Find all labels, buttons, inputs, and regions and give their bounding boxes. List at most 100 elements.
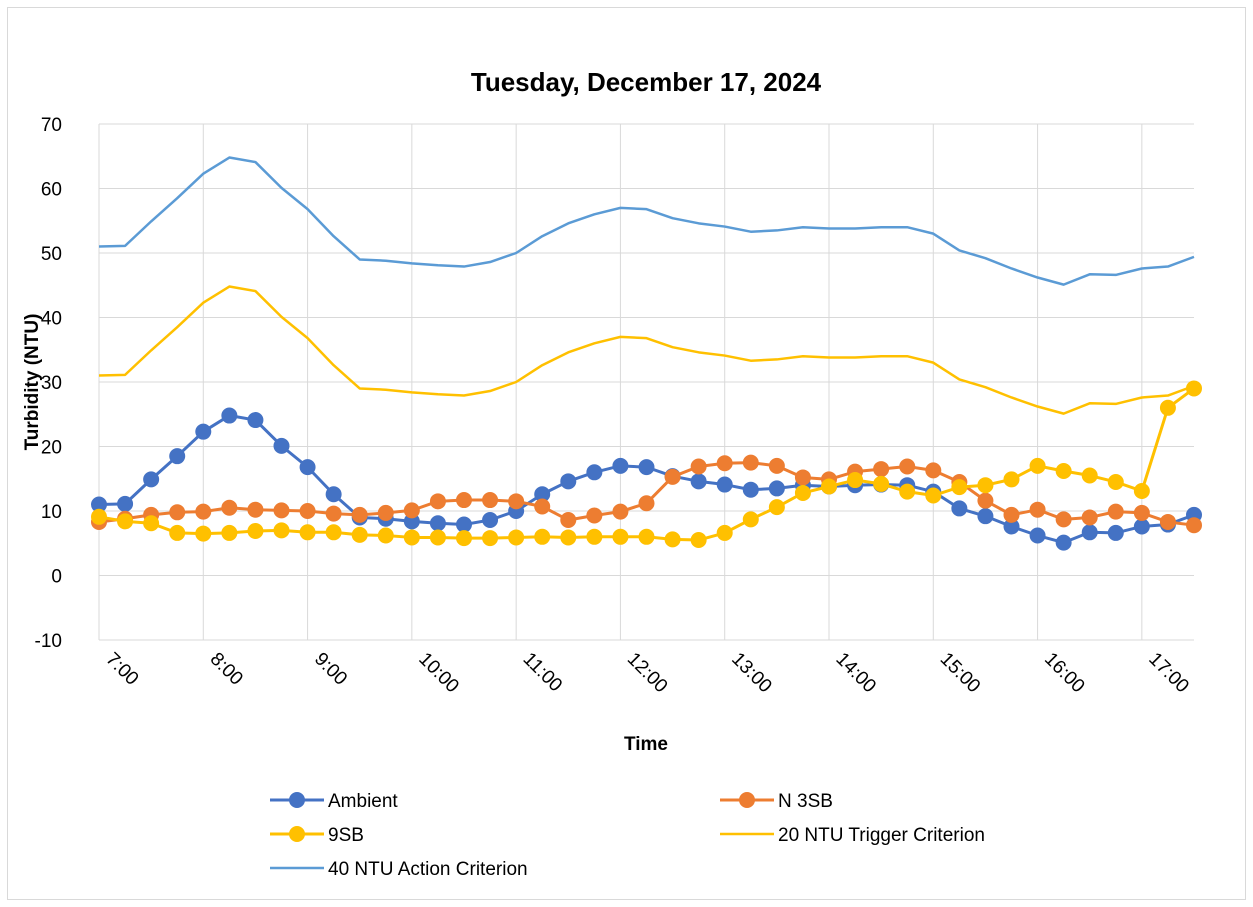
data-point	[586, 507, 603, 524]
data-point	[456, 530, 472, 547]
data-point	[247, 522, 264, 539]
data-point	[1107, 473, 1124, 490]
data-point	[794, 484, 811, 501]
data-point	[482, 530, 499, 547]
data-point	[664, 468, 681, 485]
data-point	[273, 502, 290, 519]
data-point	[899, 483, 916, 500]
data-point	[456, 516, 472, 533]
data-point	[690, 458, 707, 475]
data-point	[899, 458, 916, 475]
data-point	[195, 525, 212, 542]
data-point	[768, 480, 785, 497]
data-point	[1133, 504, 1150, 521]
y-tick-label: 20	[41, 438, 62, 459]
data-point	[403, 529, 420, 546]
data-point	[195, 423, 212, 440]
y-tick-label: 60	[41, 180, 62, 201]
data-point	[1186, 380, 1202, 397]
data-point	[325, 505, 342, 522]
x-tick-label: 16:00	[1040, 649, 1088, 697]
data-point	[1081, 509, 1098, 526]
chart-frame	[7, 7, 1246, 900]
data-point	[429, 493, 446, 510]
data-point	[1081, 467, 1098, 484]
data-point	[742, 511, 759, 528]
x-tick-label: 8:00	[206, 649, 247, 690]
data-point	[742, 481, 759, 498]
data-point	[586, 528, 603, 545]
series-line	[98, 156, 1195, 286]
series-line	[98, 414, 1195, 545]
y-axis-ticks: -10 0 10 20 30 40 50 60 70	[35, 115, 62, 652]
data-point	[977, 477, 994, 494]
data-point	[794, 469, 811, 486]
data-point	[1055, 463, 1072, 480]
y-tick-label: 50	[41, 244, 62, 265]
data-point	[351, 526, 368, 543]
data-point	[117, 495, 134, 512]
y-tick-label: 0	[51, 567, 62, 588]
data-point	[847, 472, 864, 489]
data-point	[638, 459, 655, 476]
legend-label: 40 NTU Action Criterion	[328, 859, 528, 880]
data-point	[195, 503, 212, 520]
data-point	[664, 531, 681, 548]
x-axis-title: Time	[624, 734, 668, 755]
legend-marker	[739, 792, 755, 808]
legend-marker	[289, 826, 305, 842]
data-point	[299, 524, 316, 541]
data-point	[612, 457, 629, 474]
data-point	[482, 492, 499, 509]
data-point	[299, 459, 316, 476]
data-point	[612, 528, 629, 545]
data-point	[1186, 517, 1202, 534]
data-point	[873, 461, 890, 478]
series-line	[98, 285, 1195, 415]
data-point	[169, 448, 186, 465]
data-point	[925, 462, 942, 479]
data-point	[508, 493, 525, 510]
legend: Ambient N 3SB 9SB 20 NTU Trigger Criterion 4…	[270, 791, 985, 880]
x-axis-ticks: 7:00 8:00 9:00 10:00 11:00 12:00 13:00 14:00 15:…	[101, 649, 1192, 697]
data-point	[768, 457, 785, 474]
data-point	[1029, 501, 1046, 518]
data-point	[221, 524, 238, 541]
data-point	[977, 508, 994, 525]
data-point	[1107, 503, 1124, 520]
y-tick-label: 40	[41, 309, 62, 330]
y-tick-label: 30	[41, 373, 62, 394]
data-point	[508, 529, 525, 546]
data-point	[951, 479, 968, 496]
data-point	[403, 502, 420, 519]
data-point	[1029, 457, 1046, 474]
data-point	[1133, 483, 1150, 500]
y-axis-title: Turbidity (NTU)	[22, 314, 43, 451]
data-point	[377, 527, 394, 544]
data-point	[1081, 524, 1098, 541]
x-tick-label: 7:00	[101, 649, 142, 690]
legend-label: 9SB	[328, 825, 364, 846]
x-tick-label: 12:00	[623, 649, 671, 697]
data-point	[612, 503, 629, 520]
data-point	[143, 515, 160, 532]
data-point	[429, 515, 446, 532]
data-point	[925, 487, 942, 504]
data-point	[273, 437, 290, 454]
data-point	[1029, 527, 1046, 544]
x-tick-label: 11:00	[519, 649, 566, 696]
data-point	[247, 501, 264, 518]
y-tick-label: 10	[41, 502, 62, 523]
data-point	[560, 529, 577, 546]
data-point	[1003, 506, 1020, 523]
data-point	[143, 471, 160, 488]
data-point	[586, 464, 603, 481]
legend-label: 20 NTU Trigger Criterion	[778, 825, 985, 846]
data-point	[534, 528, 551, 545]
x-tick-label: 17:00	[1144, 649, 1192, 697]
data-point	[91, 508, 107, 525]
data-point	[169, 504, 186, 521]
data-point	[690, 532, 707, 549]
data-point	[1055, 534, 1072, 551]
data-point	[742, 454, 759, 471]
